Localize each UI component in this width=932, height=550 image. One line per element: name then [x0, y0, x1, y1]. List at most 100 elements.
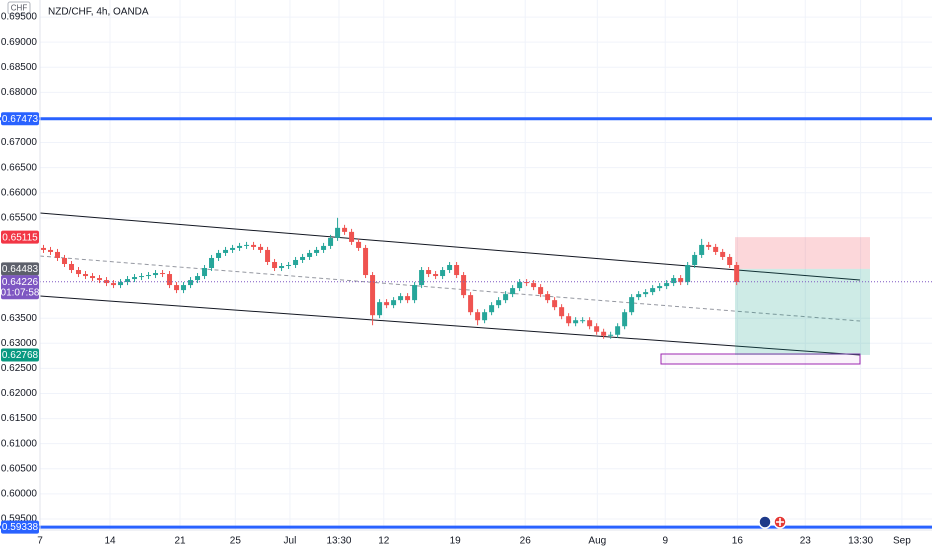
candle-body	[524, 282, 530, 284]
candle-body	[489, 305, 495, 313]
y-tick-label: 0.65500	[1, 212, 38, 223]
candle-body	[629, 297, 635, 313]
candle-body	[573, 320, 579, 324]
candle-body	[48, 249, 54, 252]
candle-body	[566, 316, 572, 324]
event-icons[interactable]	[758, 515, 787, 529]
currency-label: CHF	[11, 4, 28, 13]
candle-body	[391, 300, 397, 306]
candle-body	[713, 246, 719, 252]
candle-body	[685, 265, 691, 283]
x-tick-label: 12	[378, 536, 390, 547]
candle-body	[461, 275, 467, 296]
candle-body	[734, 265, 740, 283]
candle-body	[440, 270, 446, 277]
price-badge	[1, 262, 39, 276]
candle-body	[223, 249, 229, 253]
candle-body	[671, 278, 677, 284]
price-badge	[1, 275, 39, 300]
candle-body	[363, 247, 369, 276]
candle-body	[517, 282, 523, 289]
candle-body	[139, 276, 145, 278]
candle-body	[160, 273, 166, 275]
candle-body	[412, 285, 418, 301]
candle-body	[433, 274, 439, 277]
candle-body	[664, 283, 670, 287]
x-tick-label: 26	[520, 536, 532, 547]
currency-box[interactable]	[7, 1, 31, 15]
candle-body	[83, 274, 89, 277]
candle-body	[76, 270, 82, 275]
candle-body	[237, 245, 243, 248]
candle-body	[405, 296, 411, 301]
candle-body	[90, 276, 96, 279]
candle-body	[230, 247, 236, 250]
chart-title: NZD/CHF, 4h, OANDA	[48, 7, 149, 18]
candle-body	[146, 275, 152, 277]
candle-body	[69, 263, 75, 271]
candle-body	[503, 294, 509, 301]
candle-body	[601, 331, 607, 336]
y-tick-label: 0.61000	[1, 438, 38, 449]
x-tick-label: 13:30	[326, 536, 351, 547]
candle-body	[209, 257, 215, 269]
price-badge-label: 0.67473	[2, 114, 39, 125]
x-tick-label: 21	[174, 536, 186, 547]
candle-body	[97, 278, 103, 281]
price-badge-label: 0.62768	[2, 350, 39, 361]
candle-body	[419, 270, 425, 286]
candle-body	[496, 300, 502, 306]
candle-body	[111, 283, 117, 286]
target-zone	[735, 268, 870, 355]
x-tick-label: 9	[662, 536, 668, 547]
candle-body	[377, 302, 383, 316]
price-badge-label: 0.64483	[2, 264, 39, 275]
x-tick-label: 14	[104, 536, 116, 547]
candle-body	[251, 244, 257, 247]
candle-body	[62, 257, 68, 264]
candle-body	[167, 274, 173, 286]
candle-body	[300, 256, 306, 260]
channel-bottom	[39, 295, 861, 356]
countdown-label: 01:07:58	[1, 287, 40, 298]
y-tick-label: 0.63000	[1, 338, 38, 349]
candle-body	[720, 251, 726, 257]
candle-body	[482, 312, 488, 321]
x-tick-label: 16	[732, 536, 744, 547]
candle-body	[335, 227, 341, 238]
channel-top	[39, 212, 861, 281]
candle-body	[636, 294, 642, 298]
candle-body	[118, 282, 124, 286]
candle-body	[587, 320, 593, 327]
candle-body	[510, 288, 516, 295]
candle-body	[321, 245, 327, 250]
candle-body	[643, 292, 649, 295]
y-tick-label: 0.66500	[1, 162, 38, 173]
candle-body	[615, 326, 621, 335]
candle-body	[531, 283, 537, 288]
flag-cross	[776, 518, 784, 526]
candle-body	[125, 279, 131, 283]
candle-body	[41, 247, 47, 250]
x-tick-label: 13:30	[848, 536, 873, 547]
flag-icon[interactable]	[758, 515, 772, 529]
y-tick-label: 0.67000	[1, 137, 38, 148]
candle-body	[384, 302, 390, 306]
candle-body	[678, 278, 684, 283]
candle-body	[447, 265, 453, 271]
y-tick-label: 0.62000	[1, 388, 38, 399]
candle-body	[132, 277, 138, 280]
candle-body	[174, 285, 180, 291]
candle-body	[608, 334, 614, 336]
candle-body	[272, 261, 278, 269]
candle-body	[286, 265, 292, 267]
candle-body	[622, 312, 628, 327]
candle-body	[468, 295, 474, 313]
candle-body	[279, 266, 285, 269]
y-tick-label: 0.59500	[1, 514, 38, 525]
candle-body	[244, 244, 250, 246]
candle-body	[188, 280, 194, 286]
